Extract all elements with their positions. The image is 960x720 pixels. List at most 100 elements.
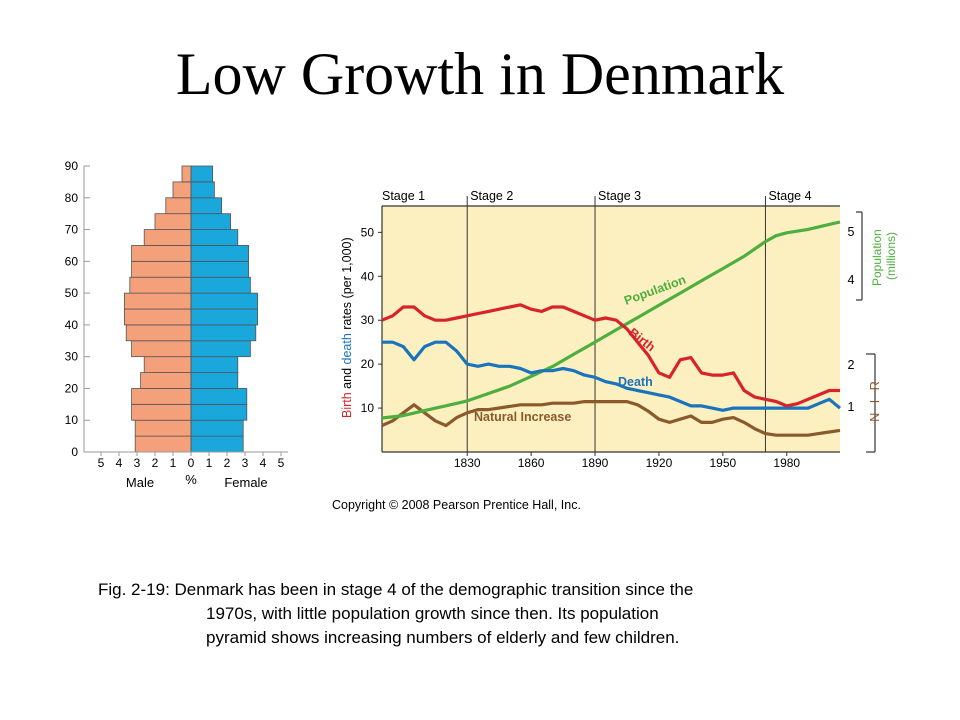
pyramid-bars <box>124 165 258 453</box>
pyramid-bar-male-50-54 <box>129 276 192 294</box>
pyramid-bar-male-85-89 <box>181 165 192 183</box>
pyramid-bar-female-50-54 <box>190 276 251 294</box>
pyramid-bar-female-25-29 <box>190 356 239 373</box>
pyramid-bar-male-45-49 <box>124 292 192 310</box>
pyramid-xlabel-female: Female <box>224 475 267 490</box>
pyramid-bar-female-5-9 <box>190 419 244 437</box>
pyramid-bar-female-75-79 <box>190 197 223 215</box>
pyramid-bar-male-80-84 <box>172 181 192 199</box>
population-axis-label-line1: Population <box>870 229 884 286</box>
series-label-death: Death <box>618 375 653 389</box>
caption-line-1: Fig. 2-19: Denmark has been in stage 4 o… <box>98 580 694 599</box>
pyramid-bar-male-55-59 <box>131 260 192 278</box>
pyramid-bar-female-80-84 <box>190 181 215 199</box>
pyramid-age-tick-20: 20 <box>65 381 79 395</box>
nir-tick-2: 2 <box>848 358 855 372</box>
pyramid-bar-female-15-19 <box>190 388 248 405</box>
pyramid-bar-male-60-64 <box>131 245 192 262</box>
population-axis-label-line2: (millions) <box>884 232 898 280</box>
pyramid-bar-male-0-4 <box>134 435 192 453</box>
year-tick-1860: 1860 <box>518 456 545 470</box>
pyramid-percent-tick-7: 2 <box>224 456 231 470</box>
pyramid-percent-tick-2: 3 <box>134 456 141 470</box>
pyramid-age-tick-40: 40 <box>65 318 79 332</box>
pyramid-percent-tick-4: 1 <box>170 456 177 470</box>
pyramid-age-tick-50: 50 <box>65 286 79 300</box>
pyramid-bar-female-40-44 <box>190 308 258 326</box>
pyramid-bar-female-10-14 <box>190 403 248 421</box>
death-rate-line <box>382 340 842 412</box>
population-tick-5: 5 <box>848 225 855 239</box>
pyramid-percent-tick-6: 1 <box>206 456 213 470</box>
stage-label-3: Stage 3 <box>598 189 641 203</box>
rate-axis-label-death: death <box>340 333 354 364</box>
pyramid-bar-female-35-39 <box>190 324 257 342</box>
pyramid-bar-male-35-39 <box>125 324 192 342</box>
pyramid-bar-female-0-4 <box>190 435 244 453</box>
rate-tick-10: 10 <box>361 401 375 415</box>
series-lines <box>381 220 842 437</box>
year-tick-1830: 1830 <box>454 456 481 470</box>
pyramid-bar-male-40-44 <box>124 308 192 326</box>
nir-axis-label: N I R <box>868 378 882 421</box>
pyramid-percent-tick-8: 3 <box>242 456 249 470</box>
pyramid-age-tick-90: 90 <box>65 159 79 173</box>
pyramid-xlabel-percent: % <box>185 472 197 487</box>
rate-axis-label: Birth and death rates (per 1,000) <box>340 237 354 418</box>
rate-tick-30: 30 <box>361 313 375 327</box>
rate-tick-40: 40 <box>361 269 375 283</box>
year-tick-1920: 1920 <box>646 456 673 470</box>
rate-tick-20: 20 <box>361 357 375 371</box>
pyramid-percent-tick-9: 4 <box>260 456 267 470</box>
stage-label-2: Stage 2 <box>470 189 513 203</box>
pyramid-bar-female-55-59 <box>190 260 249 278</box>
pyramid-age-tick-80: 80 <box>65 191 79 205</box>
pyramid-bar-male-15-19 <box>131 388 192 405</box>
caption-line-3: pyramid shows increasing numbers of elde… <box>206 628 680 647</box>
rate-axis-label-and: and <box>340 364 354 392</box>
year-tick-1890: 1890 <box>582 456 609 470</box>
pyramid-bar-male-70-74 <box>154 213 192 230</box>
nir-tick-1: 1 <box>848 400 855 414</box>
pyramid-bar-male-20-24 <box>140 372 192 389</box>
rate-axis-label-birth: Birth <box>340 392 354 418</box>
pyramid-bar-female-65-69 <box>190 229 239 246</box>
pyramid-percent-tick-0: 5 <box>98 456 105 470</box>
plot-area-background <box>382 206 840 452</box>
caption-line-2: 1970s, with little population growth sin… <box>206 604 659 623</box>
pyramid-age-tick-60: 60 <box>65 254 79 268</box>
pyramid-percent-tick-1: 4 <box>116 456 123 470</box>
pyramid-bar-male-5-9 <box>134 419 192 437</box>
pyramid-bar-female-85-89 <box>190 165 214 183</box>
population-line <box>381 220 841 420</box>
pyramid-age-tick-30: 30 <box>65 350 79 364</box>
copyright-notice: Copyright © 2008 Pearson Prentice Hall, … <box>332 498 581 512</box>
series-label-natural-increase: Natural Increase <box>474 410 571 424</box>
pyramid-xlabel-male: Male <box>126 475 154 490</box>
demographic-transition-chart: Stage 1 Stage 2 Stage 3 Stage 4 1830 1860 189… <box>332 189 898 512</box>
natural-increase-line <box>381 400 841 437</box>
pyramid-bar-male-10-14 <box>131 403 192 421</box>
pyramid-age-tick-10: 10 <box>65 413 79 427</box>
rate-tick-50: 50 <box>361 225 375 239</box>
pyramid-age-tick-70: 70 <box>65 223 79 237</box>
pyramid-bar-female-60-64 <box>190 245 249 262</box>
rate-axis-ticks: 10 20 30 40 50 <box>361 225 382 415</box>
pyramid-bar-female-30-34 <box>190 340 251 358</box>
pyramid-bar-male-65-69 <box>143 229 192 246</box>
population-tick-4: 4 <box>848 273 855 287</box>
pyramid-bar-male-25-29 <box>143 356 192 373</box>
figure-caption: Fig. 2-19: Denmark has been in stage 4 o… <box>98 578 898 650</box>
pyramid-percent-tick-3: 2 <box>152 456 159 470</box>
pyramid-age-ticks: 0 10 20 30 40 50 60 70 80 90 <box>65 159 90 459</box>
stage-labels: Stage 1 Stage 2 Stage 3 Stage 4 <box>382 189 812 203</box>
pyramid-bar-male-75-79 <box>165 197 192 215</box>
year-tick-1950: 1950 <box>709 456 736 470</box>
pyramid-bar-female-45-49 <box>190 292 258 310</box>
year-axis-ticks: 1830 1860 1890 1920 1950 1980 <box>454 452 800 470</box>
pyramid-age-tick-0: 0 <box>71 445 78 459</box>
population-axis-label: Population (millions) <box>870 226 898 286</box>
pyramid-bar-female-20-24 <box>190 372 239 389</box>
